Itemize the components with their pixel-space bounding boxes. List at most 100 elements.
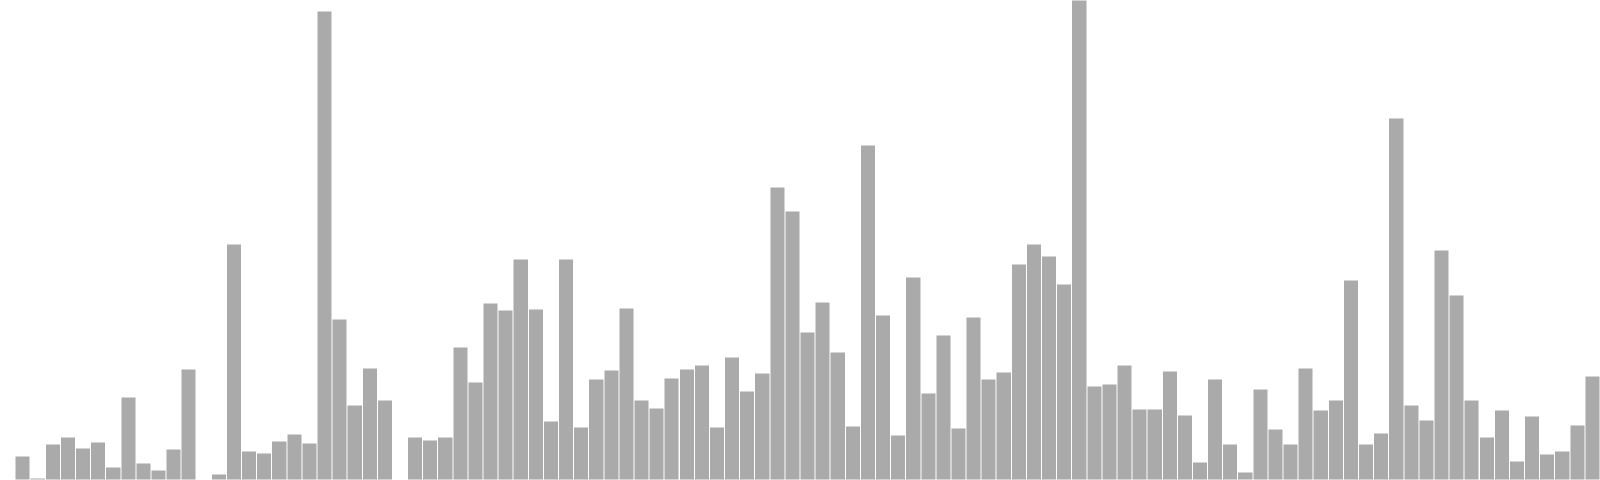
bar-20 bbox=[286, 433, 303, 480]
bar-55 bbox=[814, 301, 831, 480]
bar-89 bbox=[1327, 399, 1344, 480]
bar-45 bbox=[663, 377, 680, 480]
bar-21 bbox=[301, 442, 318, 480]
bar-70 bbox=[1041, 255, 1058, 480]
bar-7 bbox=[90, 441, 107, 480]
bar-44 bbox=[648, 407, 665, 480]
bar-81 bbox=[1207, 378, 1224, 480]
bar-98 bbox=[1463, 399, 1480, 480]
bar-54 bbox=[799, 331, 816, 480]
bar-8 bbox=[105, 466, 122, 480]
bar-69 bbox=[1025, 243, 1043, 480]
bar-78 bbox=[1161, 370, 1178, 480]
bar-10 bbox=[135, 462, 152, 480]
bar-32 bbox=[467, 381, 484, 480]
bar-31 bbox=[452, 346, 469, 480]
bar-62 bbox=[920, 392, 937, 480]
bar-74 bbox=[1101, 383, 1118, 480]
bar-57 bbox=[844, 425, 861, 480]
bar-84 bbox=[1252, 388, 1269, 480]
bar-50 bbox=[739, 390, 756, 480]
bar-80 bbox=[1191, 461, 1209, 480]
bar-104 bbox=[1554, 450, 1571, 480]
bar-39 bbox=[573, 426, 590, 480]
bar-51 bbox=[754, 372, 771, 480]
bar-96 bbox=[1433, 249, 1450, 480]
bar-99 bbox=[1478, 436, 1495, 480]
bar-73 bbox=[1086, 385, 1103, 480]
bar-92 bbox=[1373, 432, 1390, 480]
bar-25 bbox=[361, 367, 378, 480]
bar-37 bbox=[542, 420, 559, 480]
bar-88 bbox=[1312, 409, 1329, 480]
bar-41 bbox=[603, 369, 620, 480]
bar-59 bbox=[874, 314, 892, 480]
bar-48 bbox=[708, 426, 726, 480]
bar-28 bbox=[407, 436, 424, 480]
bar-90 bbox=[1342, 279, 1359, 480]
bar-83 bbox=[1237, 471, 1254, 480]
bar-94 bbox=[1403, 404, 1420, 480]
bar-17 bbox=[241, 450, 258, 480]
bar-9 bbox=[120, 396, 137, 480]
bar-105 bbox=[1569, 424, 1586, 480]
bar-2 bbox=[14, 455, 31, 480]
bar-24 bbox=[346, 404, 363, 480]
bar-66 bbox=[980, 378, 997, 480]
bar-11 bbox=[150, 469, 167, 480]
bar-53 bbox=[784, 210, 801, 480]
bar-6 bbox=[74, 447, 92, 480]
bar-43 bbox=[633, 399, 650, 480]
bar-93 bbox=[1388, 117, 1405, 480]
bar-95 bbox=[1418, 419, 1435, 480]
bar-46 bbox=[678, 368, 695, 480]
bar-87 bbox=[1297, 367, 1314, 480]
bar-15 bbox=[210, 473, 227, 480]
bar-18 bbox=[256, 452, 273, 480]
bar-47 bbox=[693, 364, 710, 480]
bar-36 bbox=[527, 308, 544, 480]
bar-40 bbox=[588, 378, 605, 480]
bar-42 bbox=[618, 307, 635, 480]
bar-38 bbox=[557, 258, 575, 480]
bar-106 bbox=[1584, 375, 1600, 480]
bar-77 bbox=[1146, 408, 1163, 480]
bar-82 bbox=[1222, 443, 1239, 480]
bar-26 bbox=[376, 399, 393, 480]
bar-75 bbox=[1116, 364, 1133, 480]
bar-22 bbox=[316, 10, 333, 480]
bar-79 bbox=[1176, 414, 1193, 480]
bar-97 bbox=[1448, 294, 1465, 480]
bar-19 bbox=[271, 440, 288, 480]
bar-72 bbox=[1071, 0, 1088, 480]
bar-13 bbox=[180, 368, 197, 480]
bar-4 bbox=[44, 443, 61, 480]
bar-102 bbox=[1524, 415, 1541, 480]
bar-23 bbox=[331, 318, 348, 480]
bar-56 bbox=[829, 351, 846, 480]
bar-76 bbox=[1131, 408, 1148, 480]
bar-58 bbox=[859, 144, 876, 480]
bar-34 bbox=[497, 309, 514, 480]
bar-30 bbox=[437, 436, 454, 480]
bar-35 bbox=[512, 258, 529, 480]
bar-65 bbox=[965, 316, 982, 480]
bar-16 bbox=[225, 243, 243, 480]
bar-49 bbox=[724, 356, 741, 480]
bar-12 bbox=[165, 448, 182, 480]
bar-86 bbox=[1282, 443, 1299, 480]
bar-29 bbox=[422, 439, 439, 480]
bar-61 bbox=[905, 276, 922, 480]
bar-68 bbox=[1010, 263, 1027, 480]
bar-64 bbox=[950, 427, 967, 480]
bar-63 bbox=[935, 334, 952, 480]
bar-100 bbox=[1493, 409, 1510, 480]
bar-103 bbox=[1539, 453, 1556, 480]
bar-71 bbox=[1056, 283, 1073, 480]
bar-52 bbox=[769, 186, 786, 480]
bar-60 bbox=[890, 434, 907, 480]
bar-67 bbox=[995, 371, 1012, 480]
bar-85 bbox=[1267, 428, 1284, 480]
bar-33 bbox=[482, 302, 499, 480]
